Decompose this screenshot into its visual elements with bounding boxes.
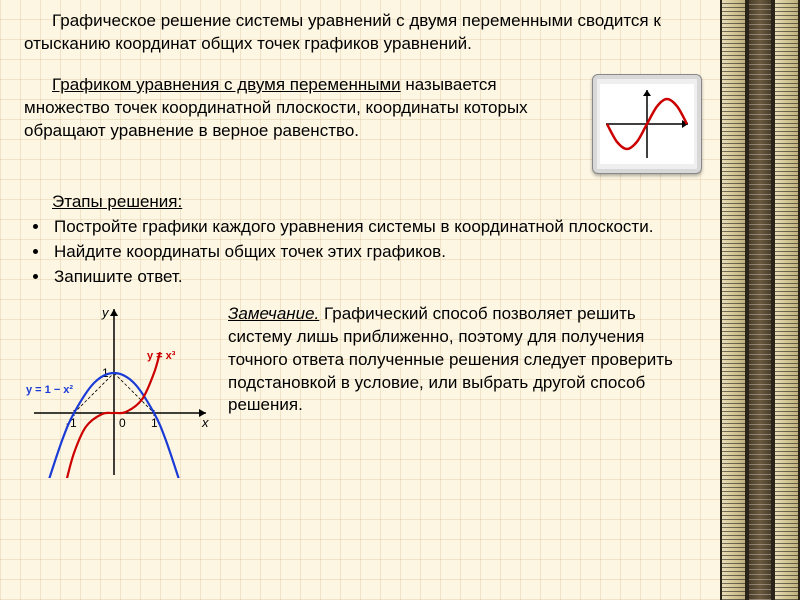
cubic-label: y = x³ (147, 350, 176, 362)
intro-paragraph: Графическое решение системы уравнений с … (24, 10, 702, 56)
slide-content: Графическое решение системы уравнений с … (0, 0, 720, 600)
note-label: Замечание. (228, 304, 319, 323)
sine-thumbnail-svg (600, 84, 694, 164)
bottom-row: x y -1 1 0 1 y = 1 − x² y = x³ Замечание… (24, 303, 702, 483)
ruler-decoration (720, 0, 800, 600)
example-chart-svg: x y -1 1 0 1 y = 1 − x² y = x³ (24, 303, 214, 478)
ruler-strip-2 (747, 0, 774, 600)
definition-underlined: Графиком уравнения с двумя переменными (52, 75, 401, 94)
y-axis-label: y (101, 305, 110, 320)
steps-list: Постройте графики каждого уравнения сист… (50, 216, 702, 289)
step-item: Постройте графики каждого уравнения сист… (50, 216, 702, 239)
example-chart: x y -1 1 0 1 y = 1 − x² y = x³ (24, 303, 214, 483)
ruler-strip-3 (773, 0, 800, 600)
definition-row: Графиком уравнения с двумя переменными н… (24, 74, 702, 174)
step-item: Найдите координаты общих точек этих граф… (50, 241, 702, 264)
x-axis-label: x (201, 415, 209, 430)
definition-paragraph: Графиком уравнения с двумя переменными н… (24, 74, 582, 143)
parabola-label: y = 1 − x² (26, 384, 73, 396)
stages-title: Этапы решения: (52, 192, 702, 212)
sine-thumbnail (592, 74, 702, 174)
step-item: Запишите ответ. (50, 266, 702, 289)
origin-label: 0 (119, 416, 126, 430)
ruler-strip-1 (720, 0, 747, 600)
note-paragraph: Замечание. Графический способ позволяет … (228, 303, 702, 483)
